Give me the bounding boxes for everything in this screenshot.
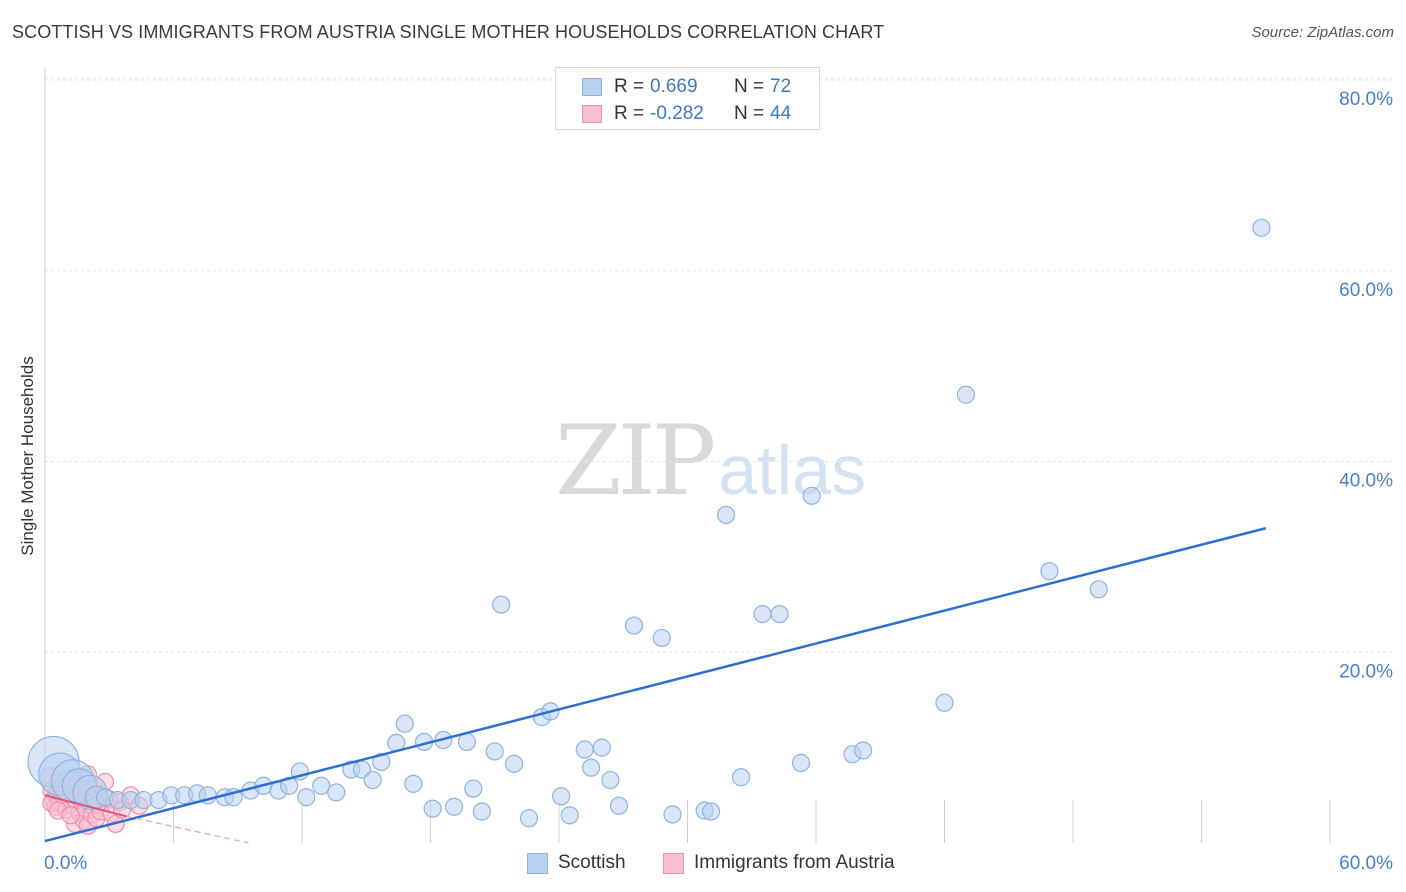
scottish-point bbox=[519, 809, 539, 828]
scottish-point bbox=[854, 741, 873, 760]
scottish-point bbox=[1252, 218, 1271, 237]
scottish-point bbox=[560, 806, 579, 825]
scottish-point bbox=[935, 693, 954, 712]
series-legend: Scottish Immigrants from Austria bbox=[0, 852, 1406, 878]
scottish-point bbox=[609, 796, 629, 815]
trend-line-austria-extrapolated bbox=[126, 815, 249, 844]
y-tick-label: 20.0% bbox=[1339, 661, 1393, 682]
trend-line-austria bbox=[44, 794, 127, 818]
scottish-point bbox=[1089, 580, 1108, 599]
scottish-point bbox=[444, 797, 464, 816]
scottish-point bbox=[552, 787, 571, 806]
legend-swatch-austria bbox=[582, 105, 602, 123]
scottish-point bbox=[753, 604, 772, 624]
correlation-legend: R = 0.669 N = 72 R = -0.282 N = 44 bbox=[555, 67, 820, 130]
scottish-point bbox=[575, 740, 594, 759]
scottish-point bbox=[601, 770, 620, 790]
scottish-point bbox=[485, 742, 504, 761]
legend-item-austria[interactable]: Immigrants from Austria bbox=[663, 852, 895, 874]
legend-r-label: R = bbox=[614, 76, 645, 97]
series-scottish bbox=[27, 218, 1271, 828]
legend-row-scottish: R = 0.669 N = 72 bbox=[582, 74, 791, 100]
legend-r-value: -0.282 bbox=[650, 103, 704, 124]
legend-row-austria: R = -0.282 N = 44 bbox=[582, 101, 791, 127]
scottish-point bbox=[464, 779, 483, 798]
scottish-point bbox=[582, 758, 601, 777]
legend-item-scottish[interactable]: Scottish bbox=[527, 852, 626, 874]
scottish-point bbox=[592, 738, 611, 757]
scottish-point bbox=[372, 752, 391, 772]
scottish-point bbox=[363, 770, 382, 790]
legend-n-label: N = bbox=[734, 76, 765, 97]
scottish-point bbox=[312, 776, 331, 795]
scottish-point bbox=[457, 732, 477, 752]
scottish-point bbox=[956, 385, 976, 404]
axes bbox=[44, 68, 1331, 843]
scottish-point bbox=[504, 754, 524, 773]
legend-swatch-scottish bbox=[582, 78, 602, 96]
tick-labels: 80.0% 60.0% 40.0% 20.0% 0.0% 60.0% bbox=[44, 89, 1393, 874]
austria-point bbox=[61, 806, 80, 825]
scottish-point bbox=[701, 802, 721, 821]
legend-r-value: 0.669 bbox=[650, 76, 698, 97]
source-credit: Source: ZipAtlas.com bbox=[1251, 24, 1394, 41]
scottish-point bbox=[395, 714, 414, 733]
scottish-point bbox=[423, 799, 442, 818]
x-tick-label: 0.0% bbox=[44, 853, 87, 874]
legend-r-label: R = bbox=[614, 103, 645, 124]
x-tick-label: 60.0% bbox=[1339, 853, 1393, 874]
legend-n-value: 72 bbox=[770, 76, 792, 97]
scottish-point bbox=[327, 783, 346, 802]
scottish-point bbox=[1040, 562, 1059, 581]
scottish-point bbox=[731, 768, 751, 787]
scottish-point bbox=[802, 486, 821, 505]
scottish-point bbox=[716, 505, 736, 525]
scottish-point bbox=[404, 774, 423, 793]
trend-lines bbox=[44, 527, 1267, 844]
trend-line-scottish bbox=[44, 527, 1267, 843]
y-tick-label: 60.0% bbox=[1339, 280, 1393, 301]
scottish-point bbox=[472, 802, 491, 821]
scottish-point bbox=[492, 595, 511, 614]
scottish-point bbox=[297, 788, 316, 807]
legend-swatch-scottish bbox=[527, 852, 548, 874]
legend-label-austria: Immigrants from Austria bbox=[694, 852, 895, 873]
scottish-point bbox=[624, 616, 644, 635]
scottish-point bbox=[791, 753, 811, 772]
legend-label-scottish: Scottish bbox=[558, 852, 626, 873]
grid bbox=[45, 77, 1392, 653]
scottish-point bbox=[663, 805, 682, 824]
y-tick-label: 40.0% bbox=[1339, 471, 1393, 492]
y-tick-label: 80.0% bbox=[1339, 89, 1393, 110]
legend-swatch-austria bbox=[663, 852, 684, 874]
legend-n-label: N = bbox=[734, 103, 765, 124]
scottish-point bbox=[652, 628, 671, 648]
scottish-point bbox=[770, 604, 789, 624]
chart-title: SCOTTISH VS IMMIGRANTS FROM AUSTRIA SING… bbox=[12, 22, 885, 42]
legend-n-value: 44 bbox=[770, 103, 792, 124]
watermark-atlas: atlas bbox=[718, 431, 867, 509]
